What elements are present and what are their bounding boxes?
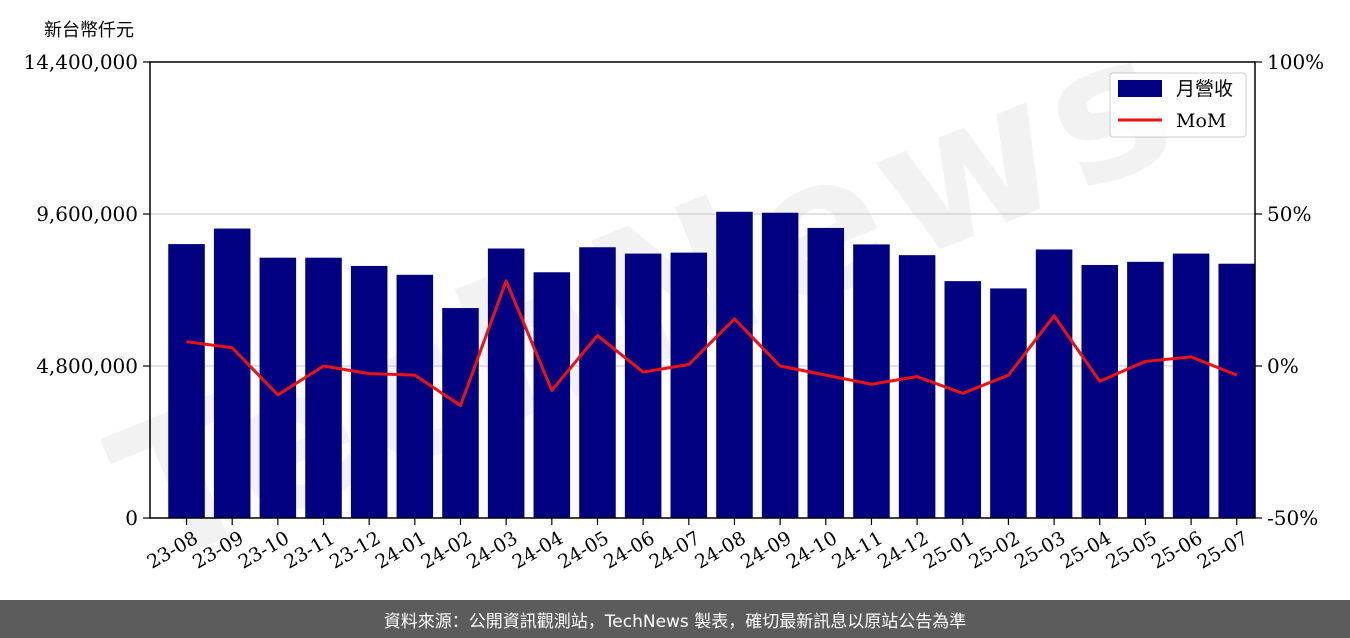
revenue-bar: [990, 288, 1027, 518]
revenue-bar: [1081, 264, 1119, 518]
right-tick-label: -50%: [1267, 506, 1318, 530]
x-tick-label: 24-03: [463, 527, 521, 573]
revenue-bar: [305, 257, 342, 518]
x-tick-label: 24-06: [600, 527, 658, 573]
revenue-bar: [442, 308, 479, 518]
right-tick-label: 0%: [1267, 354, 1299, 378]
x-tick-label: 25-02: [965, 527, 1023, 573]
y-axis-unit-label: 新台幣仟元: [44, 20, 134, 41]
x-tick-label: 24-01: [372, 527, 430, 573]
x-tick-label: 25-05: [1102, 527, 1160, 573]
legend: 月營收 MoM: [1109, 72, 1247, 138]
legend-label-revenue: 月營收: [1176, 78, 1233, 100]
revenue-bar: [350, 265, 388, 518]
revenue-bar: [944, 281, 982, 518]
revenue-bar: [1218, 263, 1255, 518]
x-tick-label: 24-12: [874, 527, 932, 573]
revenue-bar: [533, 272, 571, 518]
x-tick-label: 24-04: [509, 527, 567, 573]
x-tick-label: 24-08: [691, 527, 749, 573]
revenue-bar: [1035, 249, 1073, 518]
revenue-bar: [213, 228, 251, 519]
x-tick-label: 24-05: [554, 527, 612, 573]
legend-label-mom: MoM: [1176, 110, 1226, 132]
plot-frame: [149, 61, 1256, 519]
x-tick-label: 24-11: [828, 527, 886, 573]
revenue-bar: [168, 244, 205, 519]
revenue-bar: [487, 248, 525, 518]
revenue-bar: [579, 247, 616, 518]
revenue-bar: [716, 211, 753, 519]
revenue-bar: [898, 255, 936, 518]
legend-bar-swatch: [1118, 80, 1162, 97]
x-tick-label: 25-03: [1011, 527, 1069, 573]
revenue-bar: [1172, 253, 1210, 519]
mom-line: [186, 279, 1238, 408]
revenue-bar: [1127, 261, 1164, 518]
left-tick-label: 9,600,000: [36, 202, 138, 226]
right-tick-label: 100%: [1267, 50, 1324, 74]
x-tick-label: 24-02: [417, 527, 475, 573]
revenue-bar: [624, 253, 662, 519]
left-tick-label: 4,800,000: [36, 354, 138, 378]
x-tick-label: 24-09: [737, 527, 795, 573]
x-tick-label: 25-01: [920, 527, 978, 573]
revenue-bar: [396, 274, 434, 518]
revenue-bar: [670, 252, 708, 518]
left-tick-label: 14,400,000: [23, 50, 138, 74]
left-tick-label: 0: [125, 506, 138, 530]
x-tick-label: 24-07: [646, 527, 704, 573]
x-tick-label: 24-10: [783, 527, 841, 573]
source-footer: 資料來源：公開資訊觀測站，TechNews 製表，確切最新訊息以原站公告為準: [0, 600, 1350, 638]
right-tick-label: 50%: [1267, 202, 1311, 226]
x-tick-label: 25-07: [1194, 527, 1252, 573]
x-tick-label: 25-04: [1057, 527, 1115, 573]
x-tick-label: 25-06: [1148, 527, 1206, 573]
